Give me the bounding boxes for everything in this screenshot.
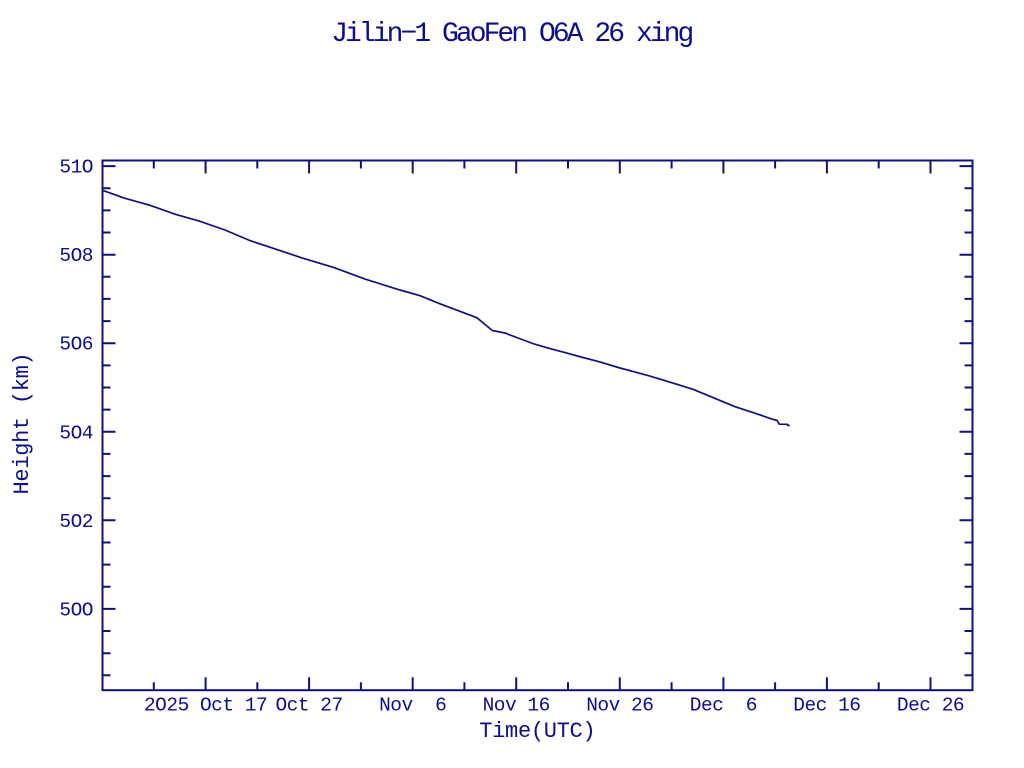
svg-text:5O8: 5O8 xyxy=(59,245,93,267)
svg-text:5OO: 5OO xyxy=(59,599,93,621)
svg-text:Oct 27: Oct 27 xyxy=(275,695,342,717)
svg-text:51O: 51O xyxy=(59,157,93,179)
svg-text:Time(UTC): Time(UTC) xyxy=(479,719,595,744)
svg-text:Nov 26: Nov 26 xyxy=(586,695,653,717)
svg-text:Height (km): Height (km) xyxy=(10,353,35,495)
svg-text:Jilin−1 GaoFen O6A 26 xing: Jilin−1 GaoFen O6A 26 xing xyxy=(331,19,692,50)
svg-text:5O2: 5O2 xyxy=(59,511,93,533)
svg-text:Nov 6: Nov 6 xyxy=(379,695,446,717)
svg-text:5O6: 5O6 xyxy=(59,334,93,356)
svg-text:Dec 16: Dec 16 xyxy=(793,695,860,717)
svg-text:Dec 6: Dec 6 xyxy=(690,695,757,717)
svg-text:2O25 Oct 17: 2O25 Oct 17 xyxy=(144,695,267,717)
svg-text:5O4: 5O4 xyxy=(59,422,93,444)
svg-text:Nov 16: Nov 16 xyxy=(483,695,550,717)
svg-text:Dec 26: Dec 26 xyxy=(897,695,964,717)
